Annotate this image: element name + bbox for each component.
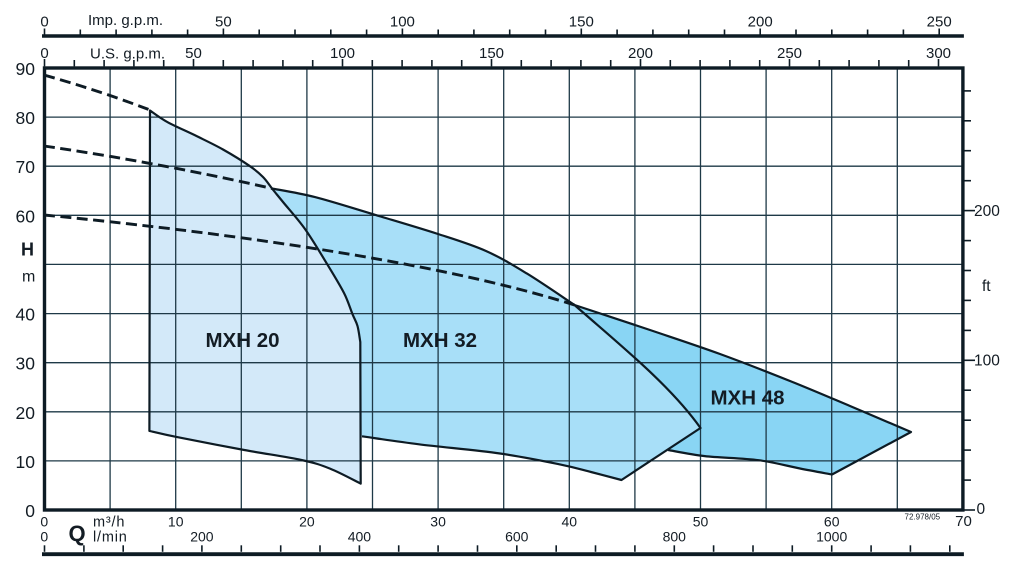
svg-text:800: 800 [663,528,687,544]
svg-text:80: 80 [16,108,36,128]
svg-text:MXH 32: MXH 32 [403,329,477,352]
svg-text:60: 60 [824,514,840,530]
svg-text:50: 50 [185,45,202,62]
svg-text:50: 50 [693,514,709,530]
svg-text:150: 150 [479,45,504,62]
svg-text:100: 100 [390,14,415,31]
svg-text:40: 40 [562,514,578,530]
svg-text:m³/h: m³/h [93,515,125,531]
svg-text:100: 100 [974,353,1000,370]
svg-text:200: 200 [748,14,773,31]
svg-text:20: 20 [16,403,36,423]
svg-text:10: 10 [16,452,36,472]
svg-text:0: 0 [977,501,986,518]
svg-text:U.S. g.p.m.: U.S. g.p.m. [90,46,165,63]
svg-text:50: 50 [215,14,232,31]
svg-text:0: 0 [40,45,48,62]
svg-text:200: 200 [190,528,214,544]
svg-text:0: 0 [25,501,35,521]
svg-text:300: 300 [926,45,951,62]
svg-text:150: 150 [569,14,594,31]
svg-text:70: 70 [955,513,972,530]
svg-text:20: 20 [299,514,315,530]
svg-text:90: 90 [16,59,36,79]
svg-text:10: 10 [168,514,184,530]
svg-text:72.978/05: 72.978/05 [905,512,941,521]
svg-text:40: 40 [16,305,36,325]
svg-text:100: 100 [330,45,355,62]
svg-text:70: 70 [16,157,36,177]
svg-text:30: 30 [16,354,36,374]
svg-text:600: 600 [505,528,529,544]
svg-text:250: 250 [777,45,802,62]
svg-text:30: 30 [430,514,446,530]
svg-text:400: 400 [348,528,372,544]
svg-text:ft: ft [982,278,991,295]
svg-text:H: H [21,240,34,260]
svg-text:200: 200 [628,45,653,62]
svg-text:0: 0 [40,514,48,530]
svg-text:1000: 1000 [816,528,847,544]
svg-text:0: 0 [40,14,48,31]
svg-text:Q: Q [69,521,86,546]
svg-text:60: 60 [16,206,36,226]
svg-text:MXH 20: MXH 20 [205,329,279,352]
svg-text:250: 250 [927,14,952,31]
svg-text:200: 200 [974,203,1000,220]
svg-text:0: 0 [40,528,48,544]
svg-text:MXH 48: MXH 48 [710,386,784,409]
svg-text:Imp. g.p.m.: Imp. g.p.m. [88,12,163,29]
svg-text:l/min: l/min [93,529,128,545]
svg-text:m: m [22,269,35,286]
